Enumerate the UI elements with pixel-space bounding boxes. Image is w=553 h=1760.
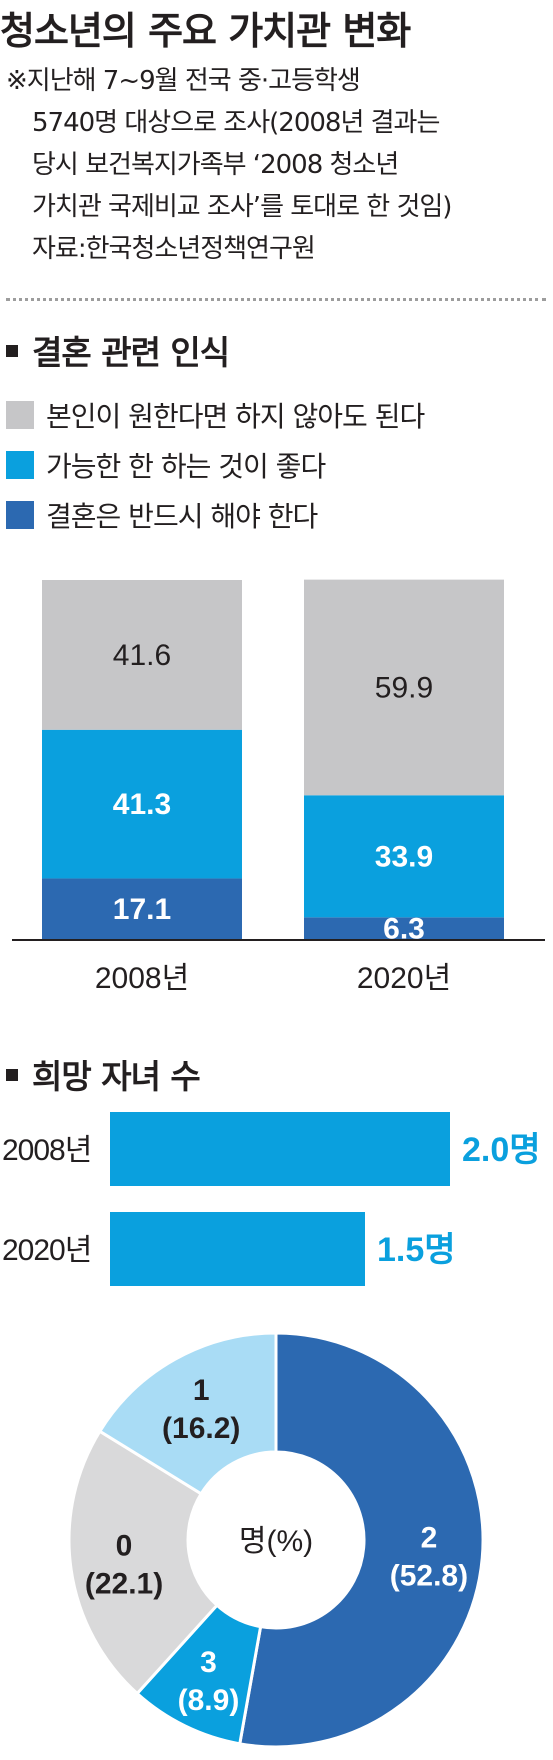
survey-note: ※지난해 7~9월 전국 중·고등학생 5740명 대상으로 조사(2008년 …	[6, 60, 452, 270]
legend-swatch-cyan	[6, 451, 34, 479]
category-label: 2008년	[2, 1134, 91, 1167]
note-line: 5740명 대상으로 조사(2008년 결과는	[32, 108, 440, 138]
bar-value-label: 41.6	[113, 639, 171, 672]
note-line: 가치관 국제비교 조사’를 토대로 한 것임)	[32, 192, 452, 222]
bar-value-label: 2.0명	[462, 1131, 541, 1169]
square-bullet-icon	[6, 344, 18, 357]
bar-value-label: 17.1	[113, 893, 171, 926]
note-line: 당시 보건복지가족부 ‘2008 청소년	[32, 150, 399, 180]
legend-label: 가능한 한 하는 것이 좋다	[46, 450, 326, 483]
slice-value-label: (16.2)	[162, 1412, 240, 1445]
legend-item: 결혼은 반드시 해야 한다	[6, 490, 424, 540]
slice-label: 3	[200, 1646, 217, 1679]
slice-label: 1	[193, 1374, 210, 1407]
donut-center-label: 명(%)	[239, 1525, 313, 1558]
legend-item: 본인이 원한다면 하지 않아도 된다	[6, 390, 425, 440]
bar	[110, 1212, 365, 1286]
bar-segment	[304, 579, 504, 796]
donut-slice	[238, 1331, 485, 1749]
marriage-legend: 본인이 원한다면 하지 않아도 된다 가능한 한 하는 것이 좋다 결혼은 반드…	[6, 390, 425, 540]
bar-value-label: 33.9	[375, 840, 433, 873]
legend-label: 결혼은 반드시 해야 한다	[46, 500, 318, 533]
section-children-title: 희망 자녀 수	[6, 1050, 201, 1098]
donut-slice	[97, 1331, 278, 1496]
square-bullet-icon	[6, 1068, 18, 1081]
bar-segment	[304, 795, 504, 918]
slice-label: 2	[421, 1521, 438, 1554]
slice-value-label: (8.9)	[178, 1684, 240, 1717]
bar-value-label: 59.9	[375, 671, 433, 704]
dotted-divider	[6, 298, 546, 301]
desired-children-donut-chart: 2 (52.8) 3 (8.9) 0 (22.1) 1 (16.2) 명(%)	[67, 1331, 485, 1749]
slice-label: 0	[116, 1530, 133, 1563]
legend-item: 가능한 한 하는 것이 좋다	[6, 440, 424, 490]
note-line: ※지난해 7~9월 전국 중·고등학생	[6, 66, 361, 96]
desired-children-bar-chart: 2008년 2.0명 2020년 1.5명	[2, 1112, 541, 1286]
note-source: 자료:한국청소년정책연구원	[32, 234, 316, 264]
bar-segment	[304, 917, 504, 940]
donut-slice	[67, 1429, 220, 1696]
legend-swatch-blue	[6, 501, 34, 529]
bar	[110, 1112, 450, 1186]
bar-value-label: 1.5명	[377, 1231, 456, 1269]
bar-segment	[42, 878, 242, 940]
section-marriage-title: 결혼 관련 인식	[6, 326, 230, 374]
legend-swatch-gray	[6, 401, 34, 429]
legend-label: 본인이 원한다면 하지 않아도 된다	[46, 400, 425, 433]
bar-value-label: 41.3	[113, 788, 171, 821]
slice-value-label: (22.1)	[85, 1568, 163, 1601]
slice-value-label: (52.8)	[390, 1559, 468, 1592]
bar-segment	[42, 580, 242, 730]
category-label: 2020년	[2, 1234, 91, 1267]
bar-segment	[42, 729, 242, 879]
category-label: 2020년	[357, 962, 451, 995]
category-label: 2008년	[95, 962, 189, 995]
page-title: 청소년의 주요 가치관 변화	[0, 9, 411, 53]
children-chart-title: 희망 자녀 수	[32, 1057, 201, 1096]
marriage-chart-title: 결혼 관련 인식	[32, 333, 230, 372]
